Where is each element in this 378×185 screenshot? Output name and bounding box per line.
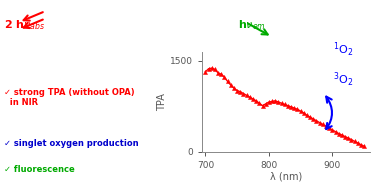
Text: $^1$O$_2$: $^1$O$_2$ (333, 41, 353, 59)
Y-axis label: TPA: TPA (157, 93, 167, 111)
Text: ✓ strong TPA (without OPA)
  in NIR: ✓ strong TPA (without OPA) in NIR (4, 88, 135, 107)
Text: ✓ fluorescence: ✓ fluorescence (4, 165, 74, 174)
Text: 2 h$\nu_{abs}$: 2 h$\nu_{abs}$ (4, 18, 45, 32)
Text: $^3$O$_2$: $^3$O$_2$ (333, 70, 353, 89)
X-axis label: λ (nm): λ (nm) (270, 171, 302, 181)
Text: h$\nu_{em}$: h$\nu_{em}$ (238, 18, 266, 32)
Text: ✓ singlet oxygen production: ✓ singlet oxygen production (4, 139, 138, 148)
